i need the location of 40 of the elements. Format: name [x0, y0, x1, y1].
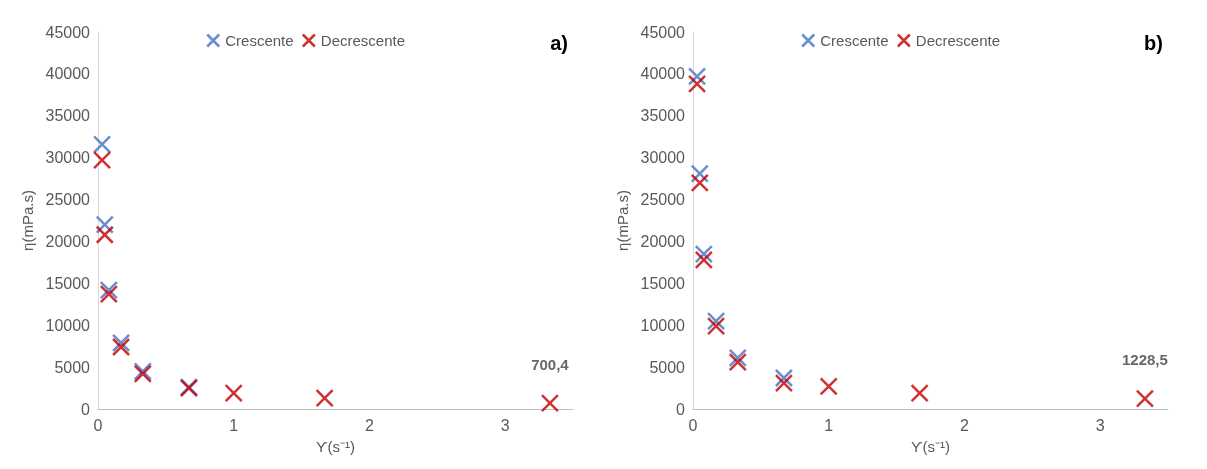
y-tick-label: 35000	[45, 107, 91, 125]
x-tick-label: 3	[500, 416, 510, 434]
x-tick-label: 1	[824, 416, 834, 434]
y-tick-label: 25000	[45, 191, 91, 209]
data-label: 700,4	[531, 355, 570, 373]
y-tick-label: 20000	[45, 232, 91, 250]
y-tick-label: 5000	[54, 358, 91, 376]
y-axis-title: η(mPa.s)	[18, 190, 36, 251]
y-tick-label: 40000	[45, 65, 91, 83]
legend-label: Crescente	[225, 32, 294, 49]
y-tick-label: 10000	[45, 316, 91, 334]
y-tick-label: 45000	[640, 23, 686, 41]
y-tick-label: 15000	[45, 274, 91, 292]
y-tick-label: 25000	[640, 191, 686, 209]
x-tick-label: 2	[959, 416, 969, 434]
x-axis-title: ϒ(s⁻¹)	[315, 438, 356, 455]
x-axis-title: ϒ(s⁻¹)	[910, 438, 951, 455]
y-tick-label: 45000	[45, 23, 91, 41]
x-tick-label: 2	[364, 416, 374, 434]
y-tick-label: 10000	[640, 316, 686, 334]
chart-title: b)	[1144, 32, 1164, 54]
y-tick-label: 30000	[640, 149, 686, 167]
y-axis-title: η(mPa.s)	[613, 190, 631, 251]
x-tick-label: 3	[1095, 416, 1105, 434]
y-tick-label: 0	[676, 400, 686, 418]
chart-title: a)	[550, 32, 569, 54]
y-tick-label: 35000	[640, 107, 686, 125]
legend-label: Decrescente	[320, 32, 406, 49]
y-tick-label: 30000	[45, 149, 91, 167]
legend-label: Crescente	[820, 32, 889, 49]
data-label: 1228,5	[1121, 351, 1168, 369]
y-tick-label: 5000	[649, 358, 686, 376]
legend-label: Decrescente	[915, 32, 1001, 49]
y-tick-label: 15000	[640, 274, 686, 292]
x-tick-label: 0	[688, 416, 698, 434]
y-tick-label: 40000	[640, 65, 686, 83]
x-tick-label: 1	[229, 416, 239, 434]
x-tick-label: 0	[93, 416, 103, 434]
y-tick-label: 0	[81, 400, 91, 418]
y-tick-label: 20000	[640, 232, 686, 250]
